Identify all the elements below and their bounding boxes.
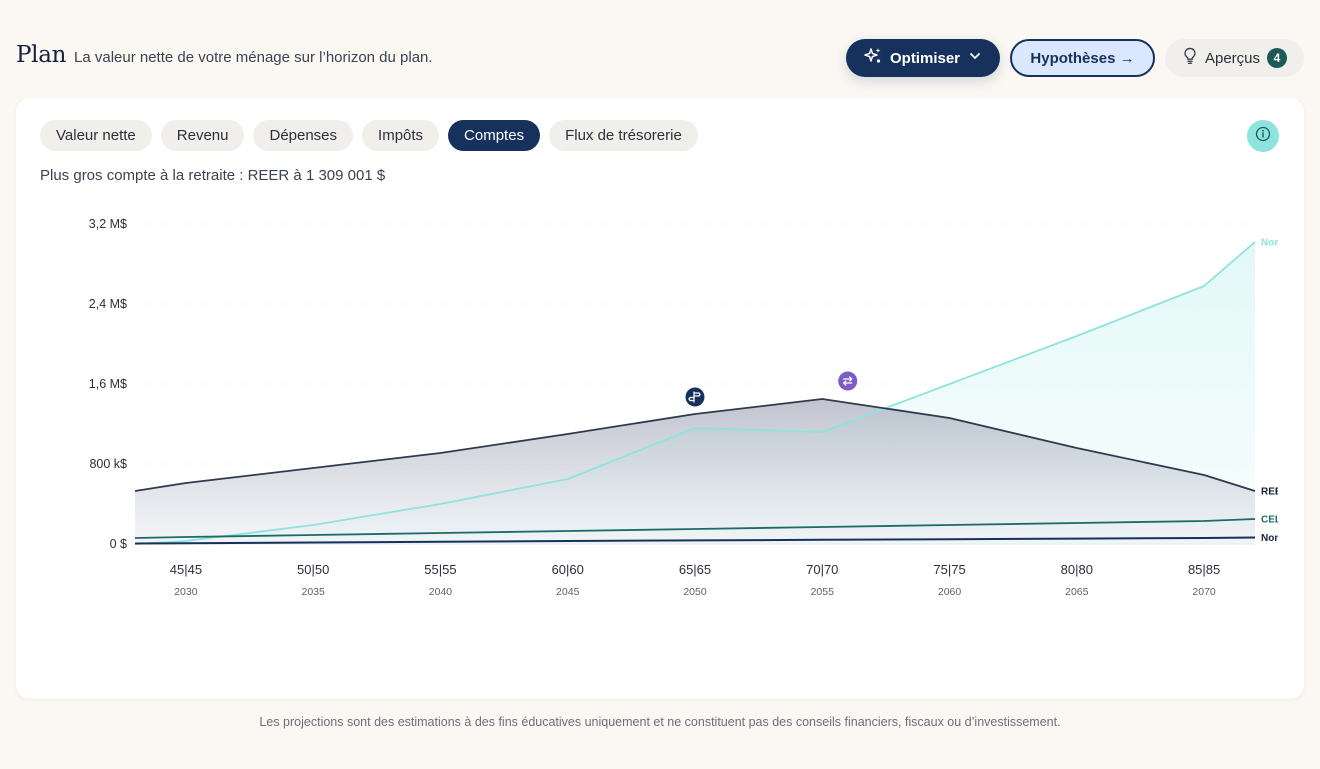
x-tick-year: 2040: [429, 586, 453, 598]
chevron-down-icon: [968, 49, 982, 67]
y-axis: 0 $ 800 k$ 1,6 M$ 2,4 M$ 3,2 M$: [89, 217, 127, 551]
x-tick-year: 2030: [174, 586, 198, 598]
y-tick-label: 800 k$: [89, 457, 127, 471]
info-icon: [1255, 126, 1271, 147]
page-title: Plan: [16, 42, 67, 68]
tab-impots[interactable]: Impôts: [362, 120, 440, 151]
series-label-reer: REER: [1261, 487, 1290, 498]
hypotheses-button[interactable]: Hypothèses →: [1010, 39, 1155, 77]
x-tick-year: 2035: [302, 586, 326, 598]
optimize-button[interactable]: Optimiser: [846, 39, 1000, 77]
tab-comptes[interactable]: Comptes: [448, 120, 541, 151]
series-label-non-registered-navy: Non: [1261, 533, 1280, 544]
insights-count-badge: 4: [1267, 48, 1288, 68]
x-axis: 45|45 2030 50|50 2035 55|55 2040 60|60 2045 65|6…: [170, 562, 1220, 598]
sparkle-icon: [864, 47, 882, 69]
page-subtitle: La valeur nette de votre ménage sur l’ho…: [74, 49, 433, 66]
page-header: Plan La valeur nette de votre ménage sur…: [0, 0, 1320, 98]
x-tick-year: 2065: [1065, 586, 1089, 598]
insights-button[interactable]: Aperçus 4: [1165, 39, 1304, 77]
tab-valeur-nette[interactable]: Valeur nette: [40, 120, 152, 151]
info-button[interactable]: [1247, 120, 1279, 152]
series-label-non-registered-teal: Non: [1261, 238, 1280, 249]
x-tick-age: 50|50: [297, 562, 329, 577]
line-non-registered-teal: [134, 241, 1256, 545]
y-tick-label: 0 $: [110, 537, 127, 551]
line-reer: [134, 398, 1256, 492]
x-tick-age: 80|80: [1061, 562, 1093, 577]
x-tick-age: 75|75: [933, 562, 965, 577]
disclaimer: Les projections sont des estimations à d…: [259, 715, 1061, 729]
x-tick-year: 2045: [556, 586, 580, 598]
line-non-registered-navy: [134, 536, 1256, 545]
chart-card: Valeur nette Revenu Dépenses Impôts Comp…: [16, 98, 1304, 699]
accounts-chart: 0 $800 k$1,6 M$2,4 M$3,2 M$ NonREERCELNo…: [89, 217, 1290, 598]
x-tick-year: 2070: [1192, 586, 1216, 598]
optimize-label: Optimiser: [889, 49, 961, 67]
x-tick-age: 45|45: [170, 562, 202, 577]
line-celi: [134, 518, 1256, 539]
y-tick-label: 2,4 M$: [89, 297, 127, 311]
series-lines: [134, 241, 1256, 545]
x-tick-age: 60|60: [552, 562, 584, 577]
x-tick-year: 2050: [683, 586, 707, 598]
x-tick-age: 85|85: [1188, 562, 1220, 577]
series-label-celi: CEL: [1261, 515, 1281, 526]
x-tick-year: 2055: [811, 586, 835, 598]
series-labels: Non REER CEL Non: [1261, 238, 1290, 545]
x-tick-age: 55|55: [424, 562, 456, 577]
x-tick-year: 2060: [938, 586, 962, 598]
x-tick-age: 70|70: [806, 562, 838, 577]
tab-flux-tresorerie[interactable]: Flux de trésorerie: [549, 120, 698, 151]
swap-icon: [838, 371, 858, 391]
tab-depenses[interactable]: Dépenses: [253, 120, 354, 151]
lightbulb-icon: [1182, 47, 1198, 69]
tab-revenu[interactable]: Revenu: [160, 120, 245, 151]
signpost-icon: [685, 387, 705, 407]
largest-account-summary: Plus gros compte à la retraite : REER à …: [40, 167, 386, 184]
insights-label: Aperçus: [1204, 49, 1261, 67]
chart-tabs: Valeur nette Revenu Dépenses Impôts Comp…: [40, 120, 698, 151]
y-tick-label: 1,6 M$: [89, 377, 127, 391]
y-tick-label: 3,2 M$: [89, 217, 127, 231]
x-tick-age: 65|65: [679, 562, 711, 577]
chart-markers: [685, 371, 858, 407]
